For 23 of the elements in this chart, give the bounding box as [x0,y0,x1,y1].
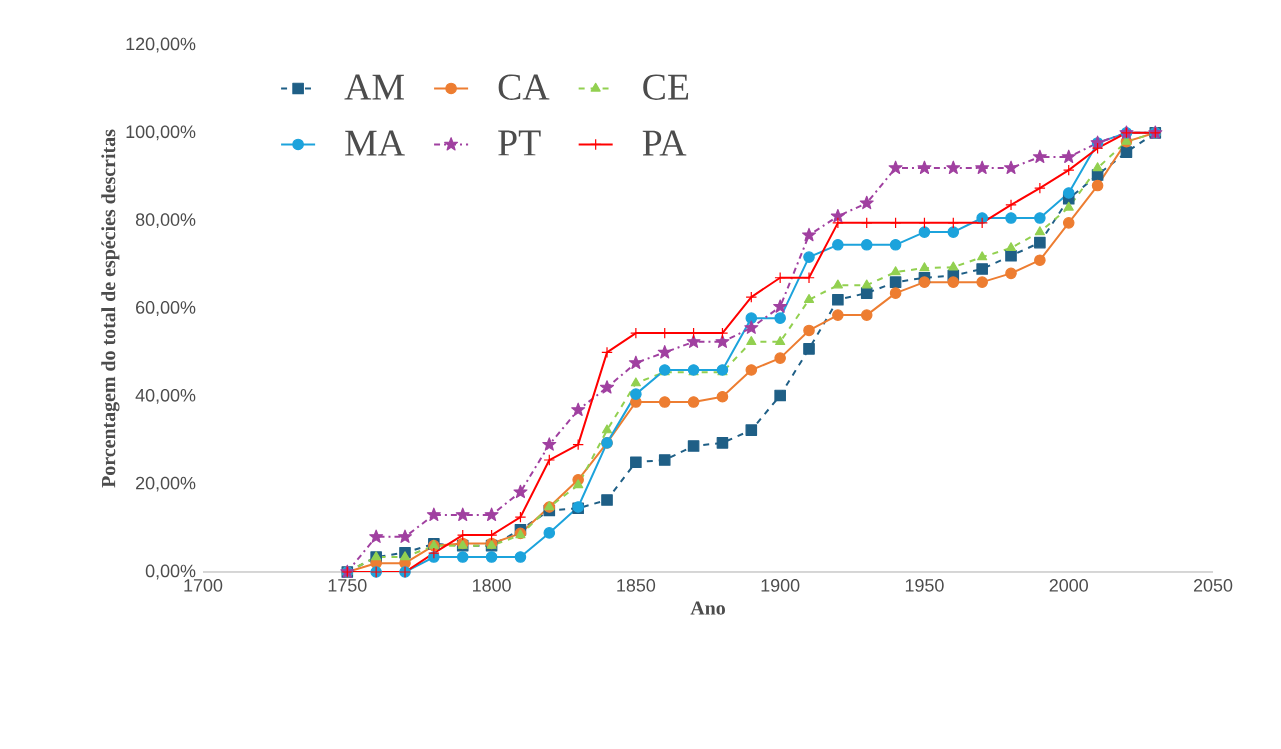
x-tick-label: 1850 [617,579,656,592]
y-tick-label: 80,00% [135,213,196,229]
legend-label: CA [498,74,550,100]
x-tick-label: 1900 [761,579,800,592]
legend-label: PT [498,130,541,156]
y-tick-label: 100,00% [126,125,196,141]
y-tick-label: 0,00% [145,564,196,580]
y-tick-label: 40,00% [135,388,196,404]
legend-label: AM [344,74,404,100]
x-tick-label: 1800 [473,579,511,592]
legend-label: PA [642,130,687,156]
x-tick-label: 1700 [184,579,223,592]
x-tick-label: 2000 [1049,579,1088,592]
y-tick-label: 60,00% [136,301,196,316]
x-tick-label: 1750 [328,579,367,592]
legend-label: CE [643,74,689,100]
x-axis-title: Ano [690,601,725,615]
x-tick-label: 2050 [1193,579,1233,592]
y-axis-title: Porcentagem do total de espécies descritas [101,129,120,488]
y-tick-label: 120,00% [126,37,196,53]
legend-label: MA [345,130,405,156]
x-tick-label: 1950 [905,579,944,592]
y-tick-label: 20,00% [136,476,196,492]
